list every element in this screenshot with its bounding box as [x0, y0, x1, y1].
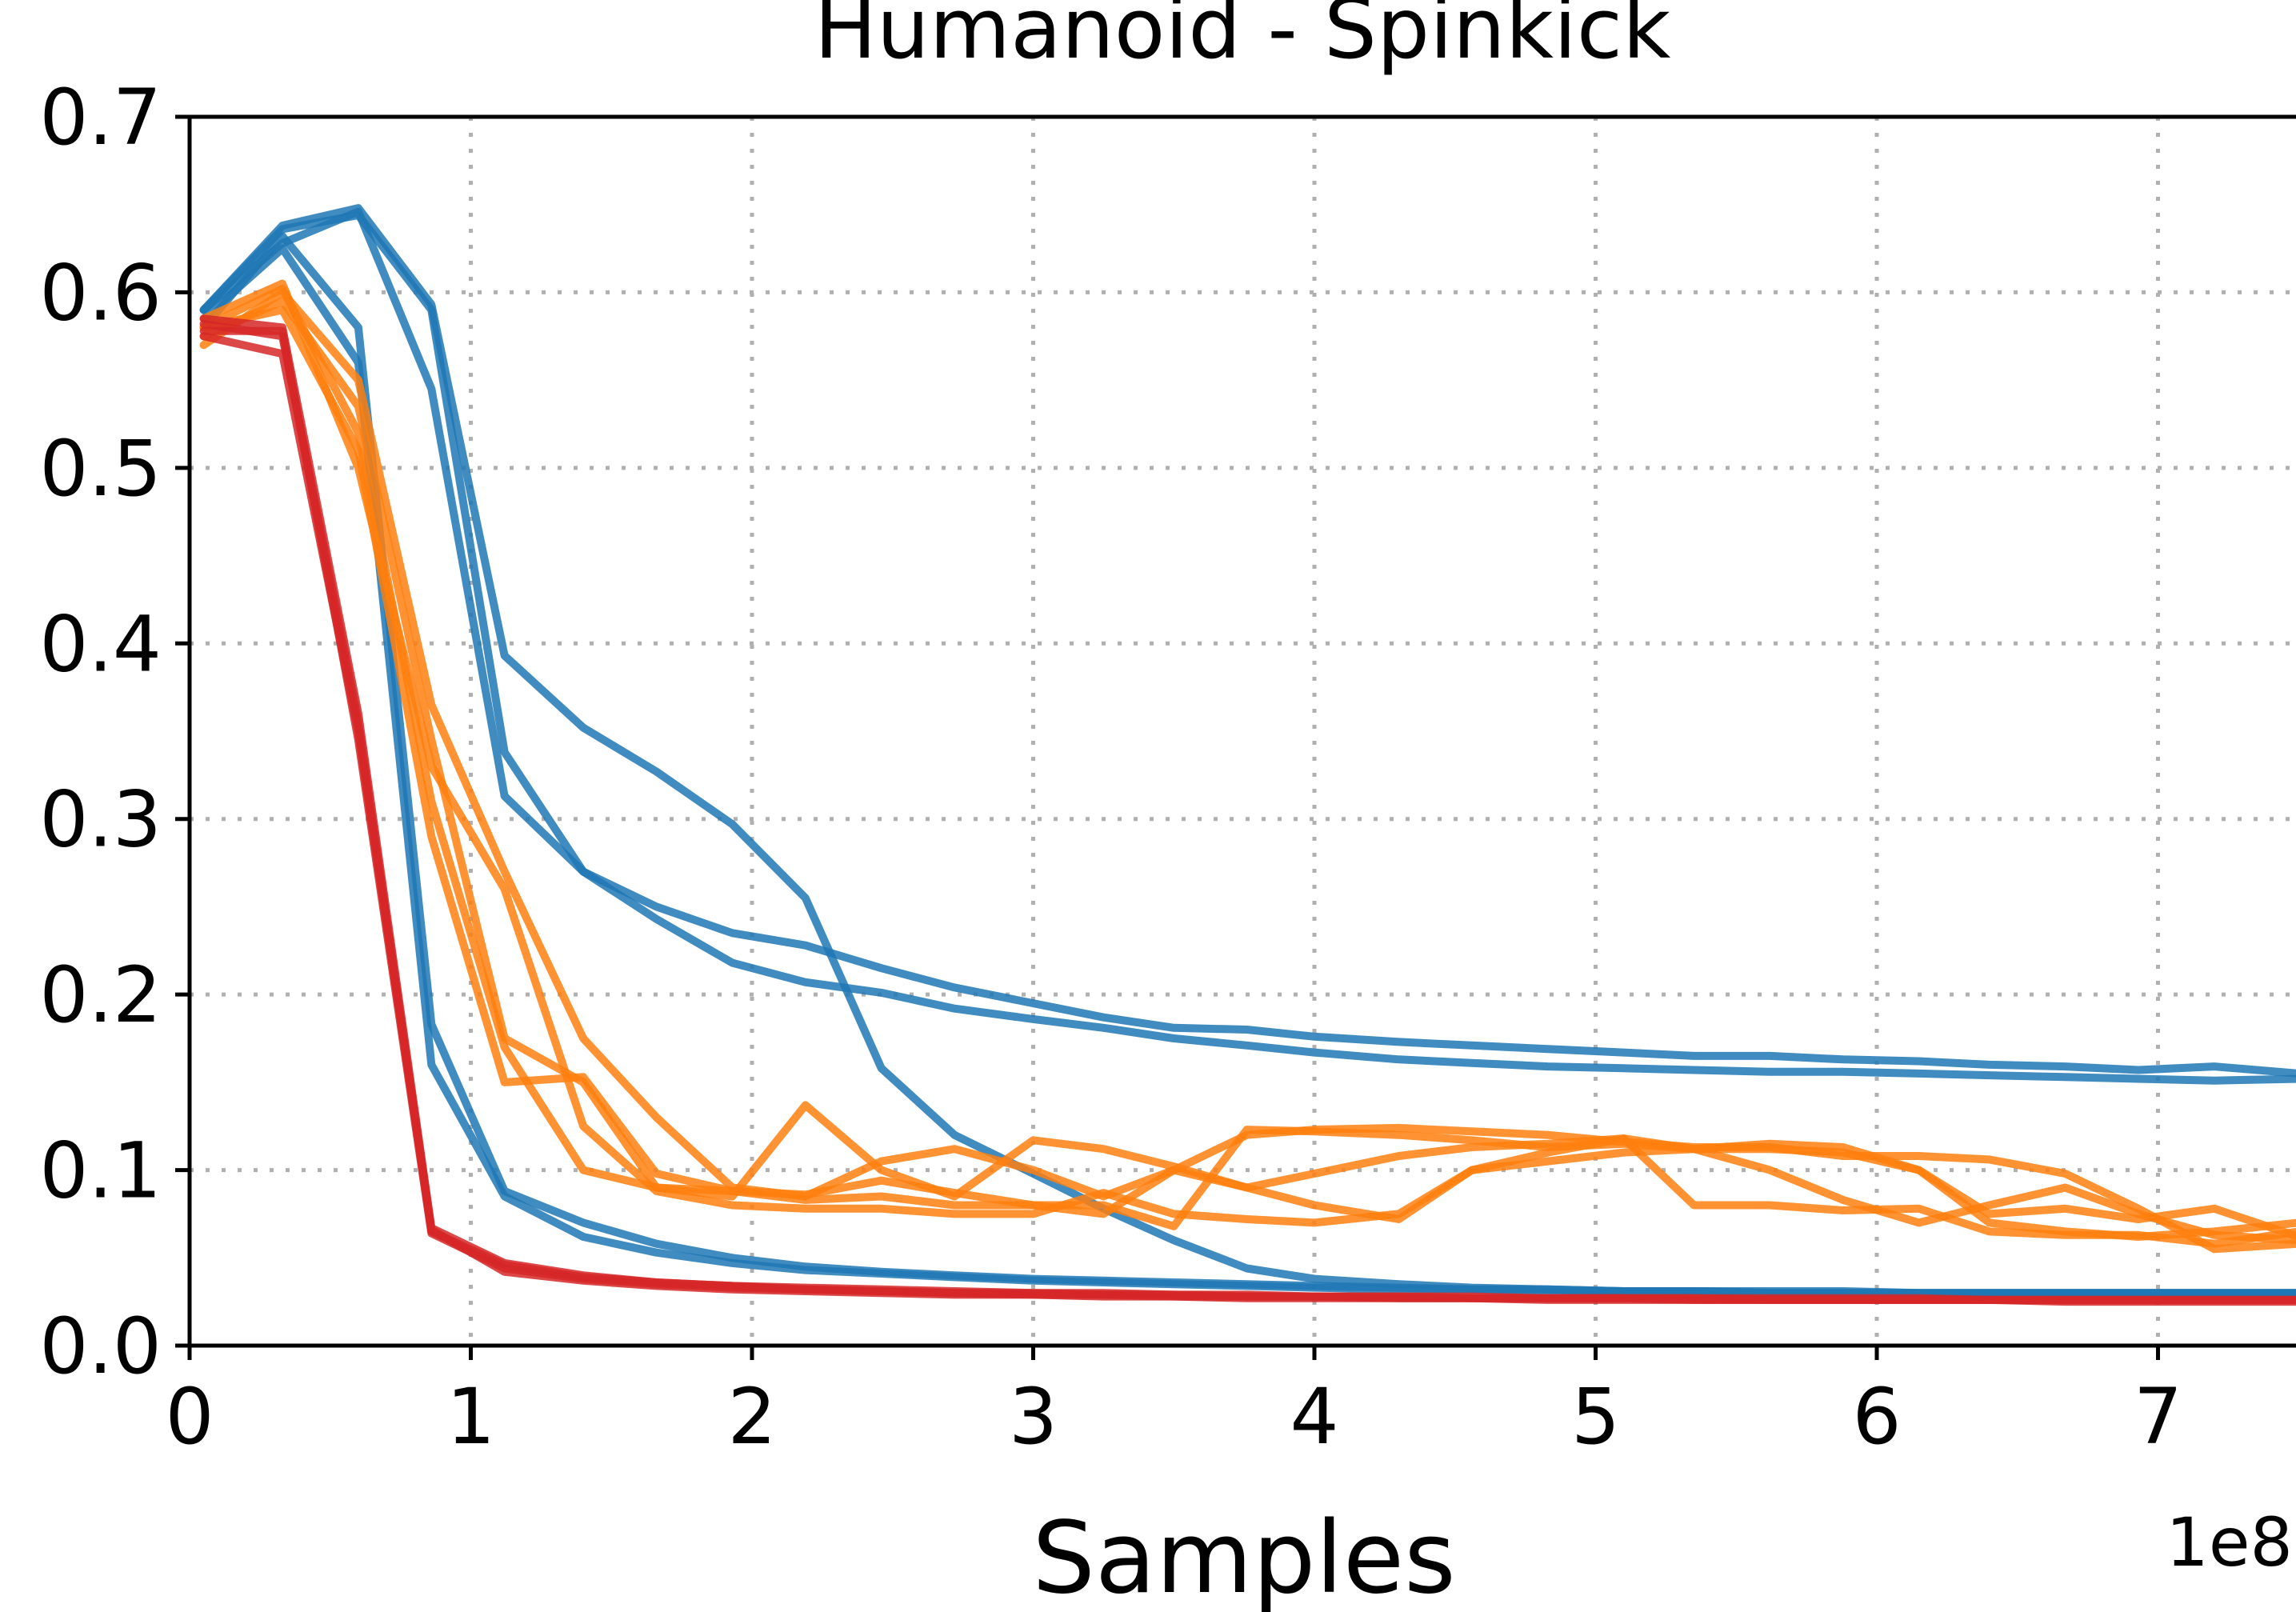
- series-line-blue-run-4: [199, 244, 2296, 1298]
- y-tick-label: 0.0: [39, 1302, 162, 1391]
- series-line-blue-run-5: [199, 210, 2296, 1078]
- y-tick-label: 0.5: [39, 424, 162, 514]
- x-tick-label: 6: [1852, 1372, 1901, 1462]
- x-offset-label: 1e8: [2166, 1503, 2293, 1582]
- x-ticks: 0 1 2 3 4 5 6 7: [165, 1346, 2182, 1462]
- x-axis-label: Samples: [1032, 1501, 1456, 1612]
- axes: [187, 114, 2296, 1348]
- chart-title: Humanoid - Spinkick: [814, 0, 1671, 78]
- y-tick-label: 0.4: [39, 599, 162, 689]
- series-line-orange-run-4: [199, 279, 2296, 1248]
- y-tick-label: 0.6: [39, 248, 162, 338]
- series-group: [199, 204, 2296, 1306]
- series-line-orange-run-1: [199, 288, 2296, 1241]
- series-line-red-run-2: [199, 326, 2296, 1304]
- series-line-orange-run-5: [199, 285, 2296, 1254]
- series-line-orange-run-3: [199, 306, 2296, 1241]
- series-line-red-run-4: [199, 319, 2296, 1304]
- x-tick-label: 5: [1571, 1372, 1620, 1462]
- series-line-blue-run-2: [199, 207, 2296, 1085]
- x-tick-label: 4: [1290, 1372, 1338, 1462]
- x-tick-label: 2: [727, 1372, 776, 1462]
- x-tick-label: 1: [446, 1372, 495, 1462]
- x-tick-label: 0: [165, 1372, 214, 1462]
- y-tick-label: 0.2: [39, 950, 162, 1040]
- y-tick-label: 0.7: [39, 73, 162, 162]
- x-tick-label: 3: [1009, 1372, 1058, 1462]
- y-tick-label: 0.3: [39, 775, 162, 865]
- x-tick-label: 7: [2134, 1372, 2182, 1462]
- y-ticks: 0.0 0.1 0.2 0.3 0.4 0.5 0.6 0.7: [39, 73, 190, 1391]
- y-tick-label: 0.1: [39, 1126, 162, 1216]
